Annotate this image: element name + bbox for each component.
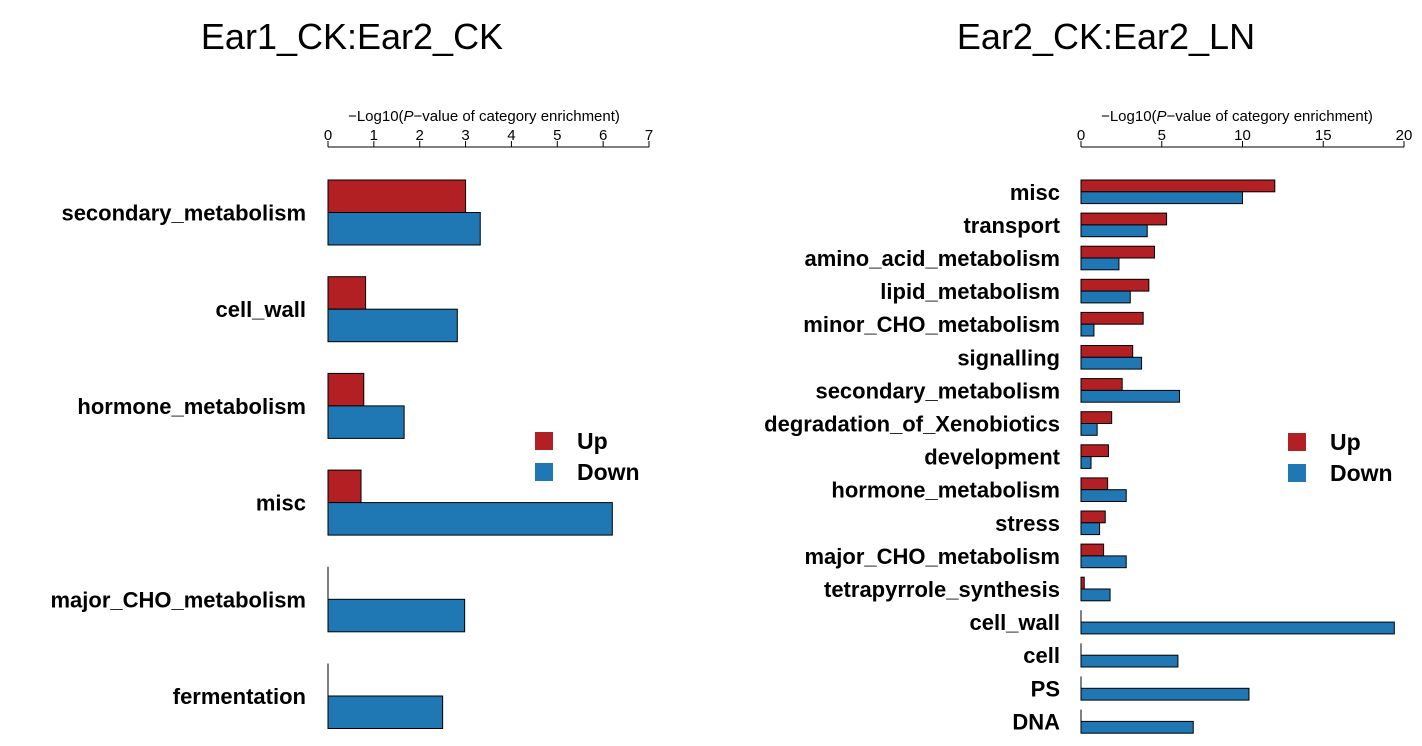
left-legend-label: Down — [577, 459, 640, 485]
right-legend: Up Down — [1288, 429, 1393, 486]
right-bar-up — [1080, 179, 1276, 193]
right-legend-label: Up — [1330, 429, 1361, 455]
right-category-label: minor_CHO_metabolism — [803, 312, 1060, 337]
right-category-label: DNA — [1012, 709, 1060, 734]
left-category-label: secondary_metabolism — [61, 201, 306, 226]
left-category-label: fermentation — [173, 684, 306, 709]
right-bar-down — [1080, 423, 1098, 436]
right-category-label: degradation_of_Xenobiotics — [764, 412, 1060, 437]
right-bar-down — [1080, 720, 1194, 734]
right-bar-down — [1080, 588, 1111, 602]
right-bar-down — [1080, 489, 1127, 503]
right-bar-up — [1080, 576, 1085, 590]
right-category-label: PS — [1031, 676, 1060, 701]
right-bar-up — [1080, 411, 1113, 425]
left-bar-down — [327, 598, 466, 633]
right-category-label: misc — [1010, 180, 1060, 205]
left-bar-up — [327, 469, 362, 504]
left-bar-down — [327, 405, 405, 439]
right-bar-down — [1080, 555, 1127, 569]
right-category-label: development — [924, 445, 1060, 470]
right-legend-label: Down — [1330, 460, 1393, 486]
left-bar-up — [327, 372, 365, 407]
left-bars — [327, 179, 613, 729]
left-x-tick-label: 5 — [553, 127, 561, 144]
right-bar-up — [1080, 212, 1168, 226]
right-bar-down — [1080, 389, 1181, 403]
right-bar-down — [1080, 257, 1120, 271]
right-bar-up — [1080, 477, 1109, 491]
right-x-tick-label: 10 — [1234, 127, 1251, 144]
left-legend-label: Up — [577, 428, 608, 454]
right-category-label: signalling — [957, 345, 1060, 370]
right-category-label: transport — [963, 213, 1060, 238]
right-category-label: amino_acid_metabolism — [804, 246, 1060, 271]
right-x-axis: 0 5 10 15 20 — [1077, 127, 1413, 148]
right-category-label: cell — [1023, 643, 1060, 668]
left-category-label: cell_wall — [215, 297, 306, 322]
right-bar-down — [1080, 687, 1250, 701]
right-x-tick-label: 20 — [1396, 127, 1413, 144]
right-category-label: hormone_metabolism — [831, 478, 1060, 503]
left-chart-title: Ear1_CK:Ear2_CK — [201, 16, 503, 57]
right-bar-down — [1080, 356, 1143, 370]
left-x-tick-label: 1 — [370, 127, 378, 144]
right-bar-up — [1080, 444, 1109, 458]
right-category-label: secondary_metabolism — [815, 378, 1060, 403]
left-legend-swatch-up — [535, 432, 553, 450]
left-x-tick-label: 6 — [599, 127, 607, 144]
left-category-label: misc — [256, 491, 306, 516]
left-chart-panel: Ear1_CK:Ear2_CK −Log10(P−value of catego… — [50, 16, 653, 729]
left-bar-down — [327, 308, 458, 343]
left-bar-down — [327, 695, 444, 729]
right-legend-swatch-down — [1288, 464, 1306, 482]
left-x-tick-label: 0 — [324, 127, 332, 144]
left-x-tick-label: 4 — [507, 127, 515, 144]
right-category-label: cell_wall — [969, 610, 1060, 635]
right-x-tick-label: 15 — [1315, 127, 1332, 144]
right-legend-swatch-up — [1288, 433, 1306, 451]
right-bar-down — [1080, 456, 1092, 469]
right-bar-down — [1080, 224, 1148, 238]
right-category-label: lipid_metabolism — [880, 279, 1060, 304]
right-bar-up — [1080, 311, 1144, 325]
left-bar-up — [327, 276, 367, 310]
left-category-labels: secondary_metabolism cell_wall hormone_met… — [50, 201, 306, 710]
right-category-label: major_CHO_metabolism — [804, 544, 1060, 569]
right-bar-up — [1080, 345, 1134, 358]
right-x-tick-label: 5 — [1158, 127, 1166, 144]
right-bar-down — [1080, 290, 1131, 304]
left-bar-down — [327, 212, 481, 246]
left-x-tick-label: 7 — [645, 127, 653, 144]
right-chart-title: Ear2_CK:Ear2_LN — [957, 16, 1255, 57]
right-x-tick-label: 0 — [1077, 127, 1085, 144]
right-bar-down — [1080, 654, 1179, 668]
right-bar-up — [1080, 510, 1106, 524]
right-bar-down — [1080, 522, 1101, 536]
right-bar-up — [1080, 245, 1155, 259]
right-category-label: stress — [995, 511, 1060, 536]
left-category-label: major_CHO_metabolism — [50, 587, 306, 612]
right-bars — [1080, 179, 1395, 734]
left-x-tick-label: 2 — [416, 127, 424, 144]
right-bar-up — [1080, 378, 1123, 391]
left-bar-up — [327, 179, 467, 213]
left-category-label: hormone_metabolism — [77, 394, 306, 419]
left-x-axis: 0 1 2 3 4 5 6 7 — [324, 127, 653, 148]
left-x-tick-label: 3 — [461, 127, 469, 144]
left-legend-swatch-down — [535, 463, 553, 481]
right-bar-up — [1080, 543, 1105, 557]
left-bar-down — [327, 502, 613, 536]
right-chart-panel: Ear2_CK:Ear2_LN −Log10(P−value of catego… — [764, 16, 1412, 734]
right-category-labels: misc transport amino_acid_metabolism lipid_… — [764, 180, 1061, 735]
right-x-axis-label: −Log10(P−value of category enrichment) — [1101, 108, 1373, 125]
right-bar-up — [1080, 278, 1150, 292]
right-bar-down — [1080, 323, 1095, 337]
right-bar-down — [1080, 621, 1395, 635]
left-legend: Up Down — [535, 428, 640, 485]
right-bar-down — [1080, 191, 1243, 205]
left-x-axis-label: −Log10(P−value of category enrichment) — [348, 108, 620, 125]
right-category-label: tetrapyrrole_synthesis — [824, 577, 1060, 602]
